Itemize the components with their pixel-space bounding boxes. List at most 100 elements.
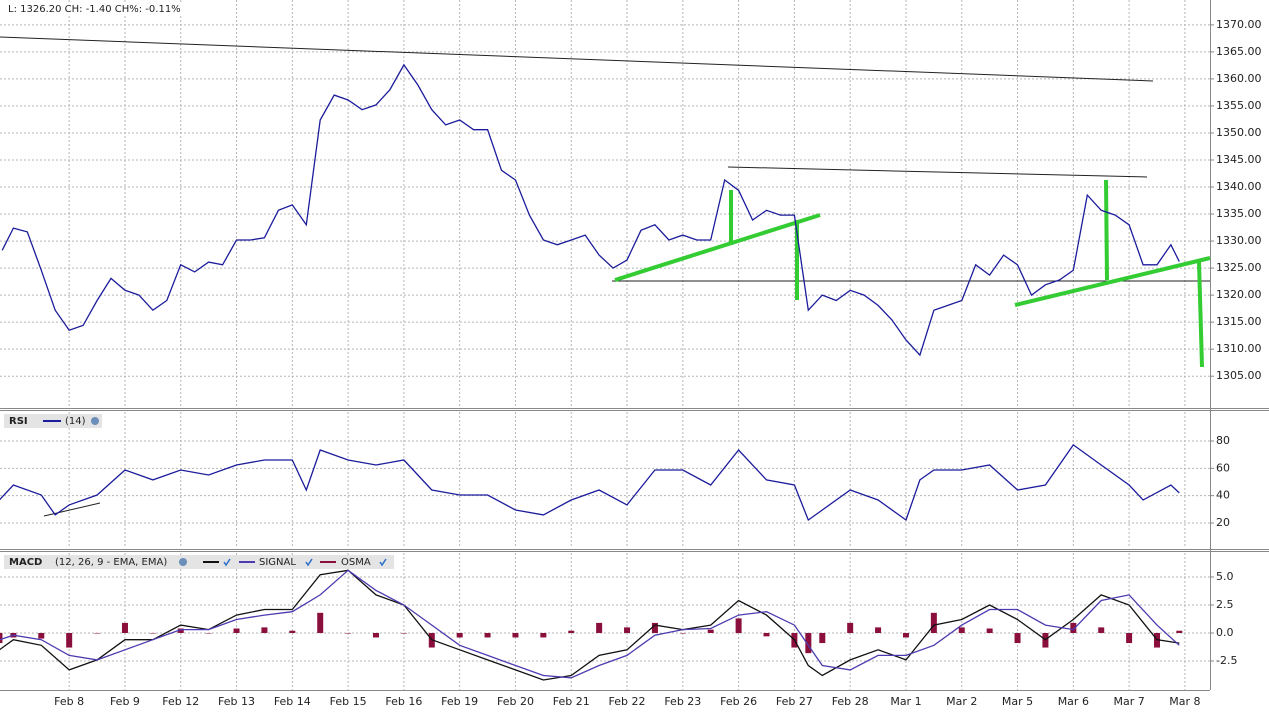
settings-icon[interactable] — [91, 417, 99, 425]
x-tick-label: Feb 21 — [553, 695, 590, 708]
x-tick-label: Feb 19 — [441, 695, 478, 708]
y-tick-label: 1345.00 — [1216, 153, 1262, 166]
bar — [512, 632, 519, 638]
rsi-trend-line — [43, 502, 101, 517]
panel-title: RSI — [9, 416, 28, 427]
bar — [902, 632, 909, 638]
series-line — [1, 63, 1180, 357]
y-tick-label: 1310.00 — [1216, 342, 1262, 355]
bar — [205, 632, 212, 634]
settings-icon[interactable] — [179, 558, 187, 566]
projection — [1104, 179, 1109, 281]
bar — [1070, 622, 1077, 633]
neckline — [1014, 256, 1211, 307]
bar — [875, 627, 882, 633]
y-tick-label: -2.5 — [1216, 654, 1237, 667]
x-tick-label: Mar 7 — [1113, 695, 1144, 708]
bar — [121, 622, 128, 633]
trend-line — [0, 36, 1154, 82]
x-tick-label: Feb 15 — [330, 695, 367, 708]
bar — [847, 622, 854, 633]
bar — [261, 627, 268, 633]
series-line — [0, 443, 1180, 522]
bar — [317, 612, 324, 633]
y-tick-label: 40 — [1216, 489, 1230, 502]
bar — [540, 632, 547, 638]
x-tick-label: Feb 9 — [110, 695, 140, 708]
bar — [568, 630, 575, 633]
bar — [596, 622, 603, 633]
x-tick-label: Feb 16 — [385, 695, 422, 708]
bar — [0, 632, 3, 644]
data-layer — [0, 63, 1183, 681]
header-bg — [4, 555, 394, 569]
series-line — [0, 569, 1180, 681]
y-tick-label: 20 — [1216, 516, 1230, 529]
x-tick-label: Mar 6 — [1058, 695, 1089, 708]
checkbox[interactable] — [305, 558, 313, 567]
y-tick-label: 1320.00 — [1216, 288, 1262, 301]
checkbox[interactable] — [379, 558, 387, 567]
y-tick-label: 1365.00 — [1216, 45, 1262, 58]
bar — [372, 632, 379, 638]
series-line — [0, 569, 1180, 679]
annotations — [0, 36, 1211, 517]
x-tick-label: Feb 26 — [720, 695, 757, 708]
bar — [38, 632, 45, 639]
bar — [651, 622, 658, 633]
bar — [233, 628, 240, 633]
bar — [400, 632, 407, 634]
y-tick-label: 1360.00 — [1216, 72, 1262, 85]
y-tick-label: 1335.00 — [1216, 207, 1262, 220]
headers: L: 1326.20 CH: -1.40 CH%: -0.11% RSI (14… — [4, 2, 394, 569]
y-tick-label: 1340.00 — [1216, 180, 1262, 193]
bar — [986, 628, 993, 633]
x-tick-label: Feb 12 — [162, 695, 199, 708]
bar — [1126, 632, 1133, 644]
legend-label: OSMA — [341, 557, 371, 568]
y-tick-label: 1315.00 — [1216, 315, 1262, 328]
bar — [66, 632, 73, 648]
panel-subtitle: (12, 26, 9 - EMA, EMA) — [55, 557, 167, 568]
trend-line — [727, 166, 1148, 178]
bar — [763, 632, 770, 637]
bar — [289, 630, 296, 633]
bar — [177, 628, 184, 633]
x-tick-label: Feb 22 — [609, 695, 646, 708]
bar — [958, 627, 965, 633]
frame — [0, 0, 1269, 691]
bar — [1014, 632, 1021, 644]
x-tick-label: Mar 5 — [1002, 695, 1033, 708]
y-tick-label: 1355.00 — [1216, 99, 1262, 112]
chart-title: L: 1326.20 CH: -1.40 CH%: -0.11% — [8, 4, 181, 15]
checkbox[interactable] — [223, 558, 231, 567]
y-tick-label: 1350.00 — [1216, 126, 1262, 139]
bar — [805, 632, 812, 654]
bar — [819, 632, 826, 644]
neckline — [614, 213, 821, 282]
y-tick-label: 1305.00 — [1216, 369, 1262, 382]
bar — [1098, 627, 1105, 633]
y-tick-label: 2.5 — [1216, 598, 1234, 611]
x-tick-label: Feb 8 — [54, 695, 84, 708]
y-tick-label: 1330.00 — [1216, 234, 1262, 247]
x-tick-label: Feb 23 — [664, 695, 701, 708]
bar — [1176, 630, 1183, 633]
y-tick-label: 60 — [1216, 461, 1230, 474]
x-tick-label: Feb 28 — [832, 695, 869, 708]
y-tick-label: 5.0 — [1216, 570, 1234, 583]
x-tick-label: Feb 27 — [776, 695, 813, 708]
bar — [456, 632, 463, 638]
x-tick-label: Mar 8 — [1169, 695, 1200, 708]
y-tick-label: 80 — [1216, 434, 1230, 447]
panel-title: MACD — [9, 557, 42, 568]
x-tick-label: Mar 1 — [890, 695, 921, 708]
bar — [94, 632, 101, 634]
bar — [345, 632, 352, 634]
x-tick-label: Mar 2 — [946, 695, 977, 708]
x-tick-label: Feb 20 — [497, 695, 534, 708]
bar — [707, 629, 714, 633]
